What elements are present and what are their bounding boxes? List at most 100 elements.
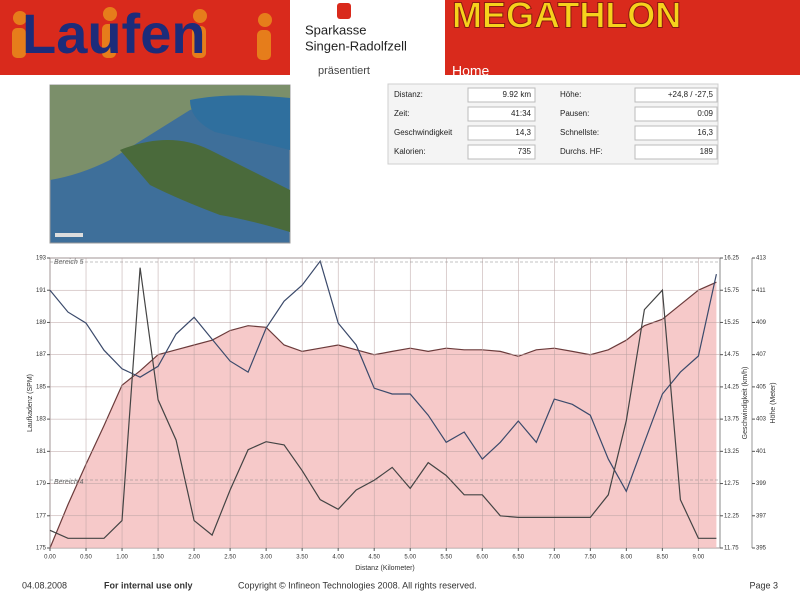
y3-tick-label: 413 bbox=[756, 256, 767, 262]
y-tick-label: 191 bbox=[36, 288, 47, 294]
stat-label: Pausen: bbox=[560, 109, 589, 118]
sponsor-place: Singen-Radolfzell bbox=[305, 38, 407, 53]
map bbox=[49, 84, 291, 244]
y3-tick-label: 401 bbox=[756, 449, 767, 455]
x-tick-label: 2.50 bbox=[224, 555, 236, 561]
stat-box bbox=[467, 106, 536, 122]
x-tick-label: 6.50 bbox=[512, 555, 524, 561]
x-tick-label: 7.50 bbox=[584, 555, 596, 561]
sponsor: Sparkasse bbox=[305, 22, 366, 37]
stat-label: Zeit: bbox=[394, 109, 410, 118]
y3-tick-label: 407 bbox=[756, 352, 767, 358]
header-right bbox=[445, 0, 800, 75]
footer-page: Page 3 bbox=[749, 580, 778, 590]
stats-table: Distanz: 9.92 km Höhe: +24,8 / -27,5 Zeit: 41… bbox=[394, 87, 718, 160]
y2-tick-label: 12.75 bbox=[724, 481, 740, 487]
line bbox=[49, 267, 717, 539]
x-tick-label: 9.00 bbox=[693, 555, 705, 561]
stat-label: Kalorien: bbox=[394, 147, 426, 156]
y2-tick-label: 15.25 bbox=[724, 320, 740, 326]
line bbox=[49, 259, 717, 493]
sparkasse-logo bbox=[337, 3, 351, 19]
y3-tick-label: 403 bbox=[756, 417, 767, 423]
y2-tick-label: 12.25 bbox=[724, 513, 740, 519]
brand: MEGATHLON bbox=[452, 0, 681, 36]
y-tick-label: 175 bbox=[36, 546, 47, 552]
y3-tick-label: 405 bbox=[756, 384, 767, 390]
y-tick-label: 185 bbox=[36, 384, 47, 390]
y3-tick-label: 395 bbox=[756, 546, 767, 552]
x-tick-label: 8.50 bbox=[657, 555, 669, 561]
x-tick-label: 1.50 bbox=[152, 555, 164, 561]
y3-tick-label: 397 bbox=[756, 513, 767, 519]
stat-box bbox=[634, 144, 718, 160]
y3-tick-label: 409 bbox=[756, 320, 767, 326]
nav-home[interactable]: Home bbox=[452, 63, 490, 79]
area-edge bbox=[49, 281, 717, 549]
x-tick-label: 4.50 bbox=[368, 555, 380, 561]
y-tick-label: 187 bbox=[36, 352, 47, 358]
stat-value: 189 bbox=[700, 147, 714, 156]
stat-label: Distanz: bbox=[394, 90, 423, 99]
y2-tick-label: 15.75 bbox=[724, 288, 740, 294]
y-tick-label: 193 bbox=[36, 256, 47, 262]
footer-copyright: Copyright © Infineon Technologies 2008. … bbox=[238, 580, 477, 590]
y3-tick-label: 411 bbox=[756, 288, 766, 294]
x-tick-label: 4.00 bbox=[332, 555, 344, 561]
stat-label: Höhe: bbox=[560, 90, 581, 99]
y2-tick-label: 14.25 bbox=[724, 384, 740, 390]
stat-box bbox=[634, 106, 718, 122]
y2-tick-label: 13.75 bbox=[724, 417, 740, 423]
y3-tick-label: 399 bbox=[756, 481, 767, 487]
y2-tick-label: 14.75 bbox=[724, 352, 740, 358]
y2-tick-label: 13.25 bbox=[724, 449, 740, 455]
y-tick-label: 179 bbox=[36, 481, 47, 487]
x-tick-label: 0.50 bbox=[80, 555, 92, 561]
stat-value: 14,3 bbox=[515, 128, 531, 137]
stat-value: 9.92 km bbox=[503, 90, 532, 99]
chart: Bereich 5 Bereich 4 0.00 0.50 1.00 1.50 2.00 2.… bbox=[27, 256, 777, 572]
footer-notice: For internal use only bbox=[104, 580, 193, 590]
stat-label: Geschwindigkeit bbox=[394, 128, 453, 137]
x-tick-label: 6.00 bbox=[476, 555, 488, 561]
runner-figures bbox=[12, 7, 272, 60]
y-tick-label: 181 bbox=[36, 449, 47, 455]
x-tick-label: 5.50 bbox=[440, 555, 452, 561]
y2-tick-label: 11.75 bbox=[724, 546, 739, 552]
y2-tick-label: 16.25 bbox=[724, 256, 740, 262]
x-tick-label: 3.50 bbox=[296, 555, 308, 561]
stat-box bbox=[467, 144, 536, 160]
y-tick-label: 183 bbox=[36, 417, 47, 423]
annotation: Bereich 4 bbox=[54, 479, 84, 486]
y-axis-title: Laufkadenz (SPM) bbox=[27, 374, 34, 432]
stat-label: Schnellste: bbox=[560, 128, 599, 137]
x-tick-label: 8.00 bbox=[621, 555, 633, 561]
x-tick-label: 1.00 bbox=[116, 555, 128, 561]
stat-value: +24,8 / -27,5 bbox=[668, 90, 714, 99]
y-tick-label: 177 bbox=[36, 513, 47, 519]
y2-axis-title: Geschwindigkeit (km/h) bbox=[742, 367, 749, 440]
header-left bbox=[0, 0, 290, 75]
stat-value: 41:34 bbox=[511, 109, 532, 118]
x-tick-label: 7.00 bbox=[548, 555, 560, 561]
y3-axis-title: Höhe (Meter) bbox=[770, 382, 777, 423]
stat-box bbox=[467, 125, 536, 141]
stat-box bbox=[634, 125, 718, 141]
header-title: Laufen bbox=[22, 2, 206, 65]
x-tick-label: 5.00 bbox=[404, 555, 416, 561]
stat-value: 16,3 bbox=[697, 128, 713, 137]
x-tick-label: 3.00 bbox=[260, 555, 272, 561]
header-middle bbox=[290, 0, 445, 75]
x-axis-title: Distanz (Kilometer) bbox=[355, 565, 415, 572]
y-tick-label: 189 bbox=[36, 320, 47, 326]
x-tick-label: 0.00 bbox=[44, 555, 56, 561]
stat-label: Durchs. HF: bbox=[560, 147, 603, 156]
presents: präsentiert bbox=[318, 65, 370, 77]
stat-value: 735 bbox=[518, 147, 532, 156]
stat-box bbox=[467, 87, 536, 103]
x-tick-label: 2.00 bbox=[188, 555, 200, 561]
stat-value: 0:09 bbox=[697, 109, 713, 118]
annotation: Bereich 5 bbox=[54, 259, 84, 266]
